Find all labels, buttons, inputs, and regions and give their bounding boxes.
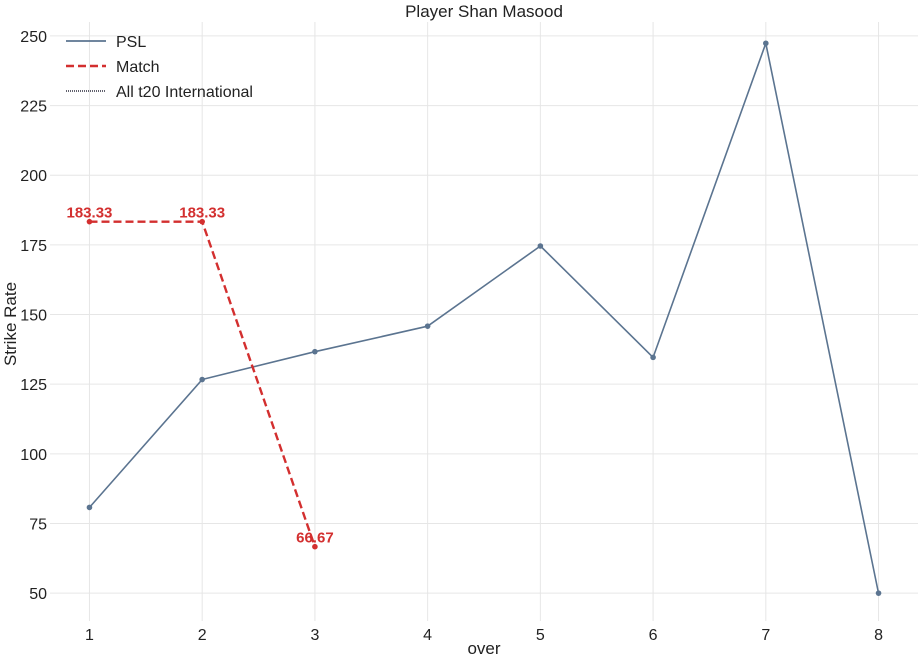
y-tick-label: 175 — [20, 238, 47, 255]
legend: PSL Match All t20 International — [66, 34, 253, 101]
data-point — [199, 218, 205, 225]
data-point — [424, 323, 431, 329]
y-tick-label: 75 — [29, 516, 47, 533]
y-tick-label: 225 — [20, 99, 47, 116]
x-tick-label: 4 — [423, 627, 432, 644]
data-point — [199, 376, 205, 383]
legend-label-psl: PSL — [116, 34, 146, 51]
y-tick-label: 50 — [29, 586, 47, 603]
y-tick-label: 125 — [20, 377, 47, 394]
x-tick-label: 6 — [649, 627, 658, 644]
chart-title: Player Shan Masood — [405, 2, 563, 21]
data-point — [312, 348, 318, 355]
grid-lines — [50, 22, 918, 621]
data-labels: 183.33 183.33 66.67 — [67, 205, 334, 547]
data-label: 183.33 — [179, 205, 225, 222]
data-label: 183.33 — [67, 205, 113, 222]
data-point — [650, 354, 656, 361]
y-tick-label: 150 — [20, 308, 47, 325]
legend-label-match: Match — [116, 59, 160, 76]
series-layer — [86, 40, 882, 596]
data-label: 66.67 — [296, 530, 334, 547]
x-tick-label: 8 — [874, 627, 883, 644]
data-point — [86, 218, 93, 225]
x-axis-ticks: 1 2 3 4 5 6 7 8 — [85, 627, 883, 644]
x-tick-label: 3 — [310, 627, 319, 644]
y-tick-label: 250 — [20, 29, 47, 46]
x-tick-label: 1 — [85, 627, 94, 644]
y-tick-label: 100 — [20, 447, 47, 464]
data-point — [875, 590, 882, 596]
x-axis-label: over — [467, 639, 500, 658]
x-tick-label: 5 — [536, 627, 545, 644]
series-line-psl — [88, 42, 880, 594]
legend-label-t20: All t20 International — [116, 84, 253, 101]
data-point — [86, 504, 93, 511]
data-point — [763, 40, 769, 47]
x-tick-label: 2 — [198, 627, 207, 644]
data-point — [312, 543, 318, 550]
y-axis-label: Strike Rate — [1, 282, 20, 366]
data-point — [537, 243, 544, 249]
y-tick-label: 200 — [20, 168, 47, 185]
x-tick-label: 7 — [761, 627, 770, 644]
y-axis-ticks: 50 75 100 125 150 175 200 225 250 — [20, 29, 47, 603]
